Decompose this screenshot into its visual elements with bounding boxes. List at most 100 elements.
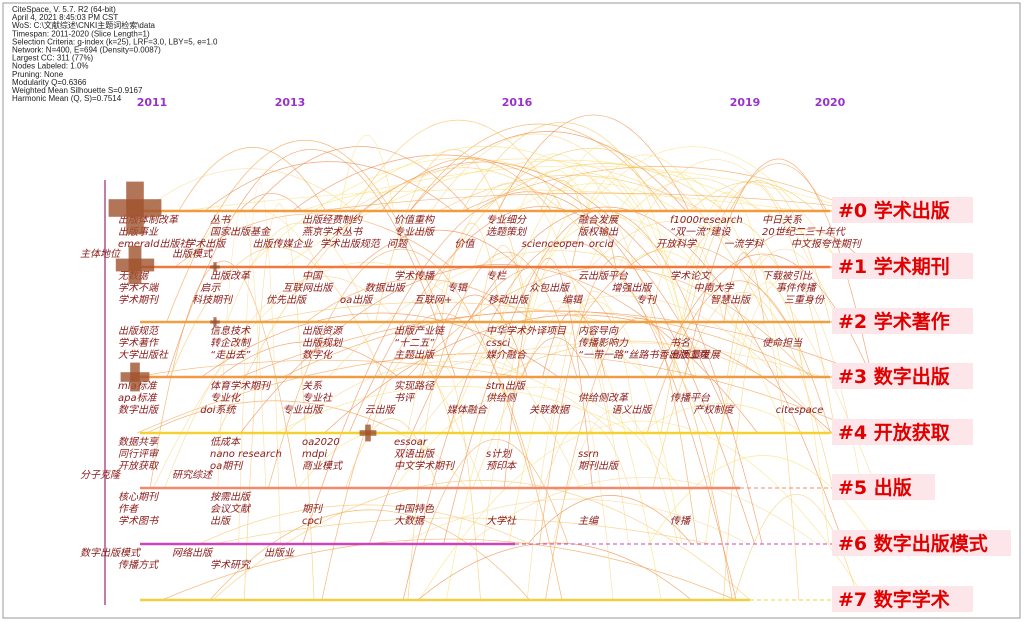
citation-arc — [358, 229, 520, 268]
keyword: 中华学术外译项目 — [486, 325, 567, 337]
keyword: 数据出版 — [365, 282, 407, 294]
citation-arc — [248, 157, 678, 268]
info-line: Modularity Q=0.6366 — [12, 78, 87, 87]
keyword: 出版改革 — [210, 270, 252, 282]
citation-arc — [239, 192, 303, 212]
citation-arc — [414, 147, 770, 323]
keyword: 预印本 — [486, 460, 517, 472]
keyword: 专业出版 — [394, 226, 436, 238]
info-line: CiteSpace, V. 5.7. R2 (64-bit) — [12, 5, 116, 14]
keyword: ssrn — [578, 449, 599, 460]
keyword: 学术著作 — [118, 337, 160, 349]
citation-arc — [169, 246, 383, 378]
keyword: 数字出版 — [118, 404, 160, 416]
keyword: 高质量发展 — [670, 349, 721, 361]
burst-node — [108, 199, 162, 217]
keyword: 学术论文 — [670, 270, 712, 282]
keyword: 事件传播 — [776, 282, 817, 294]
keyword: 关联数据 — [529, 404, 571, 416]
citation-arc — [500, 173, 681, 323]
citation-arc — [730, 248, 838, 323]
keyword: 互联网+ — [414, 294, 452, 306]
keyword: 媒体融合 — [447, 404, 488, 416]
citation-arc — [345, 418, 438, 489]
keyword: 出版资源 — [302, 325, 344, 337]
citation-arc — [649, 235, 725, 323]
keyword: 专业社 — [302, 392, 333, 404]
citation-arc — [212, 479, 751, 601]
info-line: Nodes Labeled: 1.0% — [12, 62, 89, 71]
keyword: 选题策划 — [486, 226, 528, 238]
citation-arc — [217, 167, 709, 434]
burst-node — [359, 430, 377, 436]
keyword: 专栏 — [486, 270, 507, 282]
citation-arc — [508, 301, 683, 545]
keyword: 双语出版 — [394, 448, 436, 460]
citation-arc — [217, 208, 267, 489]
keyword: 学术出版规范 — [320, 238, 382, 250]
keyword: 书名 — [670, 337, 691, 349]
citation-arc — [268, 248, 534, 489]
citation-arc — [275, 385, 635, 434]
keyword: 专业出版 — [282, 404, 324, 416]
keyword: 中国特色 — [394, 503, 435, 515]
keyword: 体育学术期刊 — [210, 380, 272, 392]
keyword: cpci — [302, 516, 322, 527]
keyword: 开放获取 — [118, 460, 160, 472]
keyword: doi系统 — [200, 404, 237, 416]
keyword: 信息技术 — [210, 325, 251, 337]
keyword: 产权制度 — [694, 404, 736, 416]
keyword: 研究综述 — [172, 469, 214, 481]
citation-arc — [422, 439, 569, 545]
keyword: 出版产业链 — [394, 325, 446, 337]
keyword: 出版 — [210, 515, 232, 527]
burst-node — [120, 372, 150, 382]
keyword: scienceopen — [522, 239, 585, 250]
keyword: 丛书 — [210, 214, 232, 226]
keyword: 关系 — [302, 380, 323, 392]
citation-arc — [417, 295, 827, 434]
citation-arc — [166, 140, 444, 323]
keyword: 学术研究 — [210, 559, 252, 571]
year-label: 2019 — [730, 96, 761, 109]
citation-arc — [478, 245, 528, 323]
citation-arc — [305, 278, 535, 323]
keyword: oa2020 — [302, 437, 340, 448]
cluster-label: #2 学术著作 — [838, 310, 950, 333]
citation-arc — [425, 329, 649, 378]
content: CiteSpace, V. 5.7. R2 (64-bit)April 4, 2… — [12, 5, 1011, 612]
citation-arc — [201, 312, 559, 378]
cluster-label-bg — [832, 419, 973, 445]
citation-arc — [729, 163, 827, 212]
burst-node — [210, 320, 220, 324]
keyword: oa期刊 — [210, 460, 244, 472]
keyword: stm出版 — [486, 380, 527, 392]
cluster-label: #5 出版 — [838, 476, 912, 499]
info-line: Harmonic Mean (Q, S)=0.7514 — [12, 94, 122, 103]
citation-arc — [646, 280, 831, 434]
keyword: “走出去” — [210, 349, 251, 361]
keyword: 中文学术期刊 — [394, 460, 456, 472]
burst-node — [210, 265, 220, 269]
keyword: 智慧出版 — [710, 294, 752, 306]
citation-arc — [317, 192, 880, 212]
citation-arc — [352, 120, 564, 212]
info-line: April 4, 2021 8:45:03 PM CST — [12, 13, 118, 22]
citation-arc — [513, 183, 680, 212]
citation-arc — [723, 252, 765, 323]
info-line: Pruning: None — [12, 70, 64, 79]
keyword: s计划 — [486, 448, 513, 460]
citation-arc — [339, 135, 395, 212]
citation-arc — [149, 260, 298, 489]
cluster-label-bg — [832, 363, 973, 389]
keyword: 同行评审 — [118, 448, 160, 460]
year-label: 2016 — [502, 96, 533, 109]
keyword: 商业模式 — [302, 460, 344, 472]
citation-arc — [672, 191, 783, 378]
citation-arc — [219, 341, 399, 378]
keyword: 作者 — [118, 503, 139, 515]
keyword: 下载被引比 — [762, 270, 813, 282]
citation-arc — [540, 180, 584, 212]
cluster-label: #7 数字学术 — [838, 588, 950, 611]
